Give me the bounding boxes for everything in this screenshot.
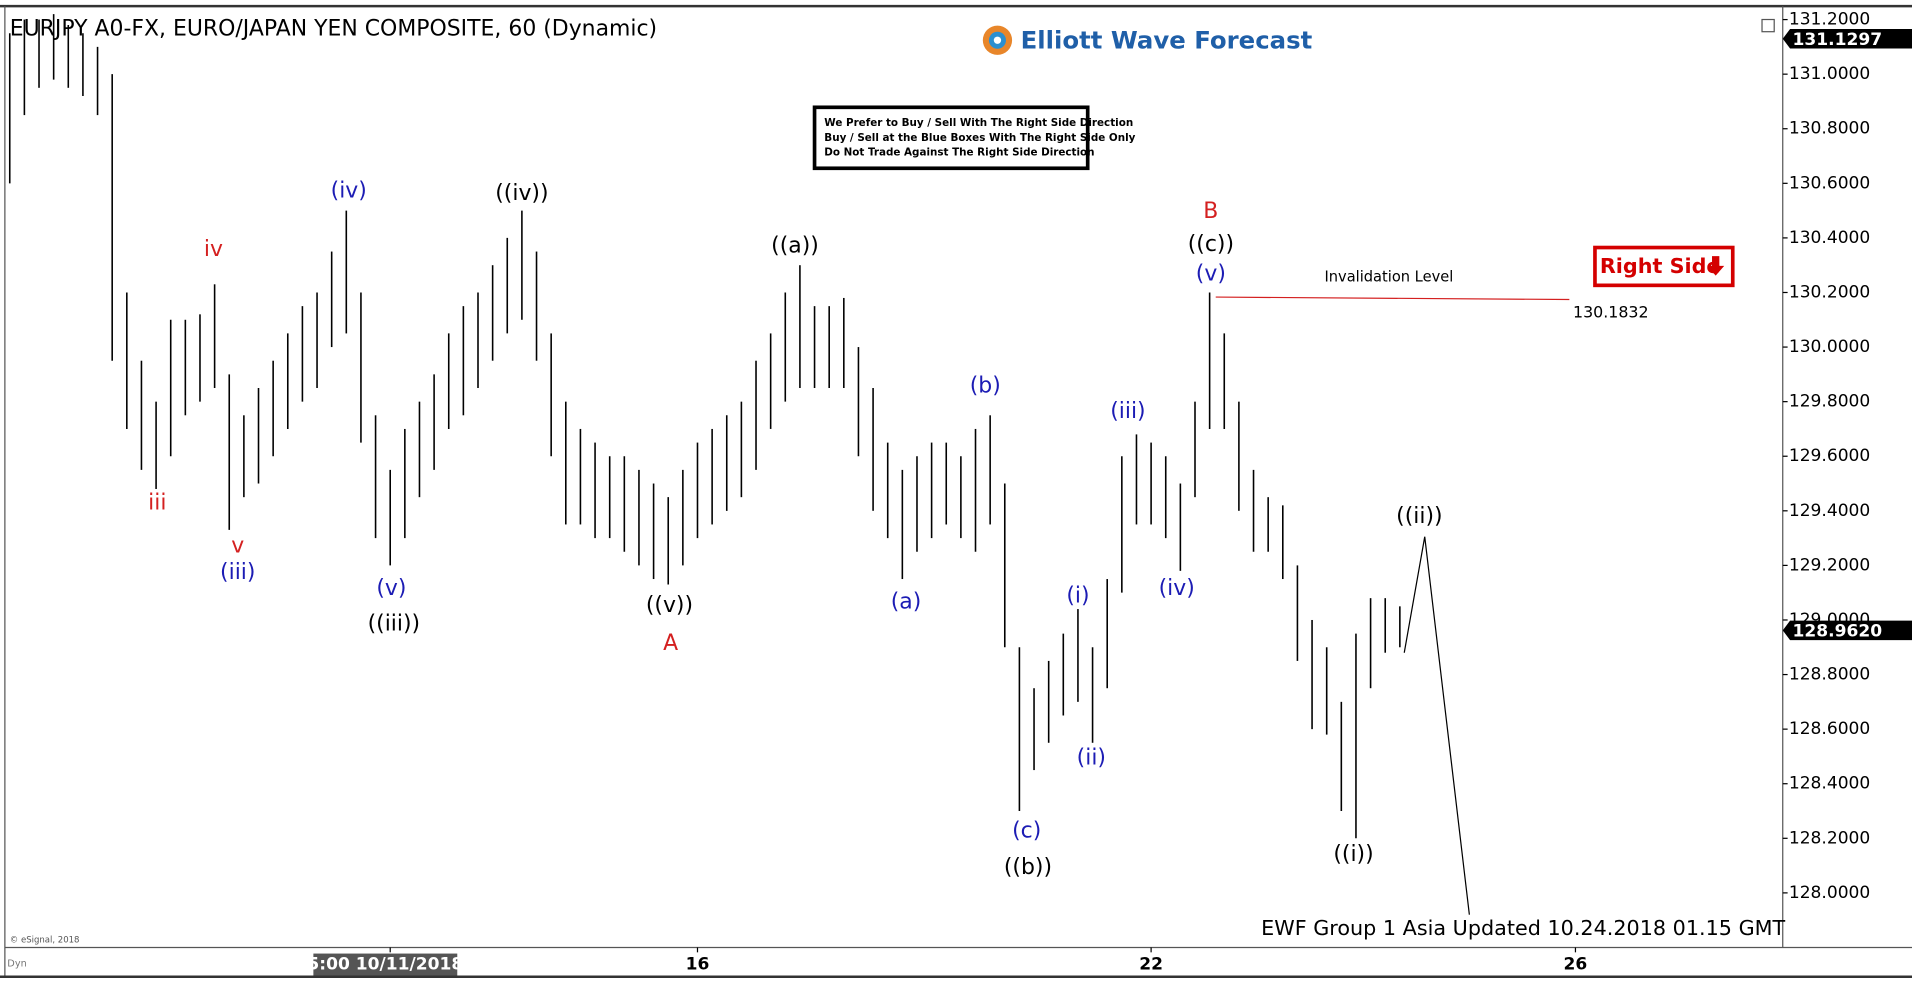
wave-label: A: [663, 631, 678, 656]
wave-label: ((iii)): [368, 611, 421, 636]
notice-line: Buy / Sell at the Blue Boxes With The Ri…: [824, 132, 1135, 144]
wave-label: (ii): [1077, 745, 1106, 770]
y-tick-label: 129.2000: [1789, 555, 1870, 575]
y-tick-label: 128.4000: [1789, 774, 1870, 794]
y-tick-label: 128.2000: [1789, 828, 1870, 848]
invalidation-line: [1215, 296, 1570, 301]
wave-label: ((iv)): [495, 181, 548, 206]
wave-label: v: [231, 533, 244, 558]
wave-label: (c): [1012, 819, 1041, 844]
notice-line: Do Not Trade Against The Right Side Dire…: [824, 146, 1094, 158]
y-tick-label: 131.0000: [1789, 64, 1870, 84]
y-tick-label: 128.6000: [1789, 719, 1870, 739]
y-tick-label: 130.8000: [1789, 119, 1870, 139]
window-button[interactable]: [1761, 18, 1775, 33]
price-marker-label: 128.9620: [1793, 622, 1883, 642]
y-tick-label: 130.0000: [1789, 337, 1870, 357]
wave-label: (iv): [331, 178, 367, 203]
wave-label: (a): [891, 589, 922, 614]
y-tick-label: 129.4000: [1789, 501, 1870, 521]
wave-label: ((i)): [1333, 842, 1373, 867]
mode-label: Dyn: [7, 958, 26, 969]
logo: Elliott Wave Forecast: [982, 25, 1313, 55]
wave-label: ((c)): [1188, 232, 1234, 257]
wave-label: ((v)): [646, 593, 693, 618]
price-marker-label: 131.1297: [1793, 30, 1883, 50]
invalidation-value: 130.1832: [1573, 302, 1649, 321]
x-tick-highlight: [313, 953, 458, 976]
wave-label: (iv): [1159, 576, 1195, 601]
x-tick-label: 16: [686, 955, 710, 975]
y-tick-label: 129.6000: [1789, 446, 1870, 466]
invalidation-label: Invalidation Level: [1324, 269, 1453, 286]
wave-label: (iii): [1110, 399, 1145, 424]
projection-path: [1403, 536, 1470, 915]
wave-label: (i): [1066, 583, 1089, 608]
wave-label: iii: [148, 491, 166, 516]
y-tick-label: 130.2000: [1789, 282, 1870, 302]
y-tick-label: 128.8000: [1789, 665, 1870, 685]
right-side-text: Right Side: [1600, 254, 1721, 278]
price-marker: [1782, 620, 1912, 641]
notice-line: We Prefer to Buy / Sell With The Right S…: [824, 117, 1133, 129]
wave-label: ((ii)): [1396, 504, 1442, 529]
wave-label: (iii): [220, 560, 255, 585]
y-tick-label: 131.2000: [1789, 10, 1870, 30]
wave-label: B: [1203, 199, 1218, 224]
price-marker: [1782, 29, 1912, 49]
wave-label: ((b)): [1004, 855, 1052, 880]
x-tick-label: 22: [1139, 955, 1163, 975]
wave-label: (b): [970, 374, 1001, 399]
notice-box: [812, 105, 1090, 171]
chart-title: EURJPY A0-FX, EURO/JAPAN YEN COMPOSITE, …: [10, 16, 657, 41]
x-tick-label: 5:00 10/11/2018: [307, 955, 463, 975]
logo-icon-core: [993, 36, 1002, 44]
y-tick-label: 130.4000: [1789, 228, 1870, 248]
logo-text: Elliott Wave Forecast: [1021, 25, 1313, 54]
wave-label: ((a)): [771, 233, 819, 258]
y-tick-label: 128.0000: [1789, 883, 1870, 903]
y-tick-label: 129.8000: [1789, 392, 1870, 412]
y-tick-label: 130.6000: [1789, 173, 1870, 193]
wave-label: iv: [204, 237, 223, 262]
wave-label: (v): [376, 576, 406, 601]
right-side-arrow: [1707, 256, 1725, 276]
update-note: EWF Group 1 Asia Updated 10.24.2018 01.1…: [1261, 916, 1785, 940]
x-tick-label: 26: [1564, 955, 1588, 975]
copyright: © eSignal, 2018: [10, 936, 80, 946]
wave-label: (v): [1196, 261, 1226, 286]
